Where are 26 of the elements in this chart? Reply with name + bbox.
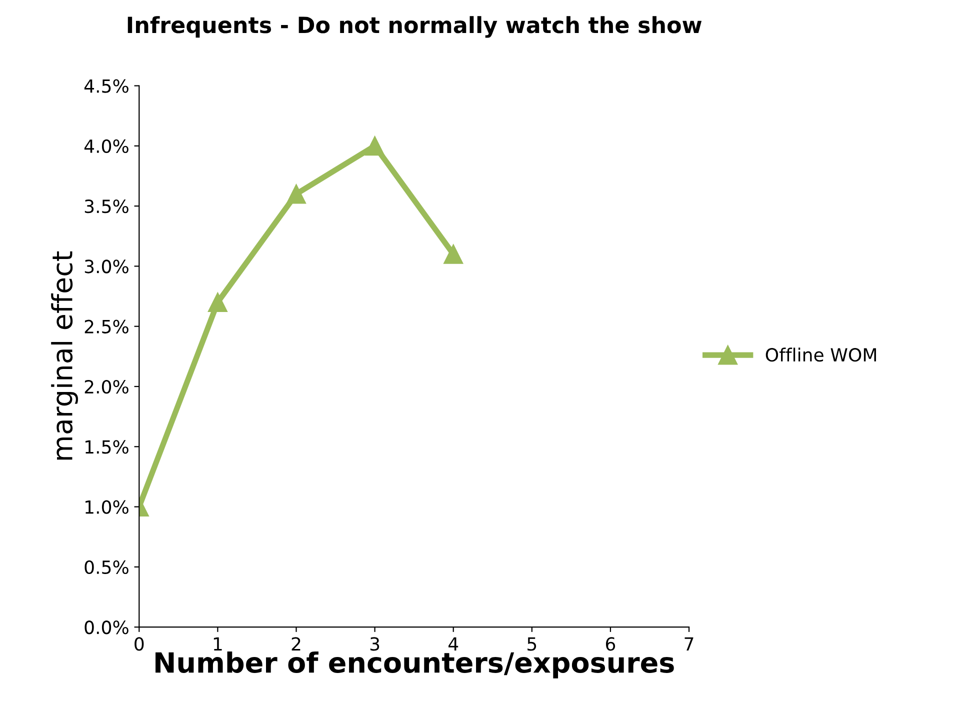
legend-label: Offline WOM — [766, 348, 876, 362]
x-tick-label: 0 — [134, 637, 144, 651]
y-tick-label: 3.5% — [84, 200, 128, 214]
y-tick-label: 2.5% — [84, 320, 128, 334]
x-tick-label: 2 — [292, 637, 300, 651]
point — [286, 184, 306, 204]
y-tick-label: 1.0% — [86, 500, 128, 514]
point — [208, 292, 228, 312]
chart-title: Infrequents - Do not normally watch the show — [128, 16, 702, 38]
x-axis-title: Number of encounters/exposures — [156, 651, 674, 678]
y-tick-label: 4.0% — [84, 139, 128, 154]
point — [365, 136, 385, 156]
y-tick-label: 2.0% — [84, 380, 128, 394]
x-tick-label: 7 — [684, 637, 694, 651]
y-tick-label: 4.5% — [84, 79, 128, 93]
y-axis-title: marginal effect — [51, 251, 78, 460]
y-tick-label: 0.5% — [84, 560, 128, 574]
point — [444, 244, 464, 264]
y-tick-label: 3.0% — [84, 260, 128, 274]
x-tick-label: 3 — [370, 637, 380, 651]
y-tick-label: 1.5% — [86, 440, 128, 454]
x-tick-label: 1 — [214, 637, 222, 651]
x-tick-label: 6 — [606, 637, 616, 651]
y-tick-label: 0.0% — [84, 620, 128, 634]
x-tick-label: 4 — [448, 637, 458, 651]
x-tick-label: 5 — [528, 637, 536, 651]
